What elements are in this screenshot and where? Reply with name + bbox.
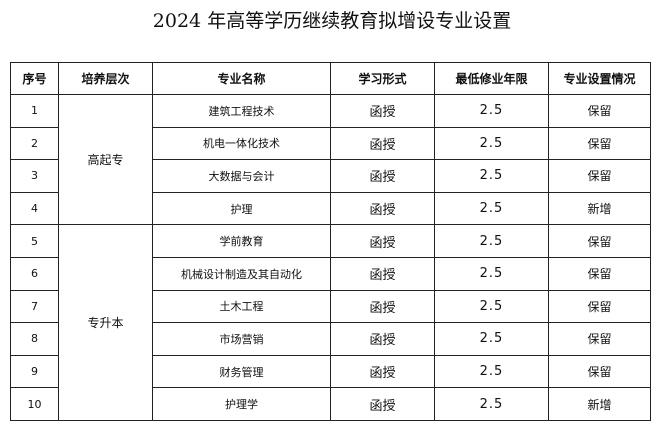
row-form: 函授 (330, 387, 435, 421)
row-no: 5 (10, 224, 59, 258)
row-major: 机电一体化技术 (152, 126, 331, 161)
row-years: 2.5 (434, 387, 549, 421)
table-row: 10 护理学 函授 2.5 新增 (10, 387, 651, 421)
row-years: 2.5 (434, 126, 549, 161)
level-cell: 高起专 (58, 93, 153, 226)
row-no: 6 (10, 256, 59, 291)
row-status: 新增 (548, 191, 651, 226)
row-no: 3 (10, 159, 59, 193)
row-status: 保留 (548, 126, 651, 161)
row-no: 4 (10, 191, 59, 226)
page-title: 2024 年高等学历继续教育拟增设专业设置 (152, 10, 512, 32)
row-years: 2.5 (434, 159, 549, 193)
major-table: 序号 培养层次 专业名称 学习形式 最低修业年限 专业设置情况 1 高起专 建筑… (10, 62, 651, 421)
table-row: 6 机械设计制造及其自动化 函授 2.5 保留 (10, 256, 651, 291)
row-no: 1 (10, 94, 59, 128)
table-row: 4 护理 函授 2.5 新增 (10, 191, 651, 226)
row-status: 保留 (548, 94, 651, 128)
row-years: 2.5 (434, 224, 549, 258)
row-form: 函授 (330, 289, 435, 324)
row-form: 函授 (330, 322, 435, 356)
row-form: 函授 (330, 224, 435, 258)
row-status: 保留 (548, 224, 651, 258)
table-row: 5 专升本 学前教育 函授 2.5 保留 (10, 224, 651, 421)
header-major: 专业名称 (152, 62, 331, 95)
row-form: 函授 (330, 94, 435, 128)
row-status: 保留 (548, 256, 651, 291)
row-status: 保留 (548, 289, 651, 324)
row-years: 2.5 (434, 289, 549, 324)
row-form: 函授 (330, 159, 435, 193)
header-no: 序号 (10, 62, 59, 95)
row-no: 10 (10, 387, 59, 421)
table-row: 1 高起专 建筑工程技术 函授 2.5 保留 (10, 93, 651, 226)
table-row: 3 大数据与会计 函授 2.5 保留 (10, 159, 651, 193)
row-form: 函授 (330, 256, 435, 291)
row-major: 护理学 (152, 387, 331, 421)
row-major: 市场营销 (152, 322, 331, 356)
row-no: 8 (10, 322, 59, 356)
row-years: 2.5 (434, 256, 549, 291)
row-status: 保留 (548, 354, 651, 389)
row-major: 财务管理 (152, 354, 331, 389)
row-major: 机械设计制造及其自动化 (152, 256, 331, 291)
row-form: 函授 (330, 191, 435, 226)
row-years: 2.5 (434, 191, 549, 226)
row-status: 新增 (548, 387, 651, 421)
header-level: 培养层次 (58, 62, 153, 95)
row-no: 7 (10, 289, 59, 324)
row-major: 学前教育 (152, 224, 331, 258)
row-major: 护理 (152, 191, 331, 226)
level-cell: 专升本 (58, 224, 153, 421)
row-status: 保留 (548, 159, 651, 193)
table-row: 7 土木工程 函授 2.5 保留 (10, 289, 651, 324)
row-no: 9 (10, 354, 59, 389)
header-years: 最低修业年限 (434, 62, 549, 95)
row-form: 函授 (330, 126, 435, 161)
row-major: 大数据与会计 (152, 159, 331, 193)
row-major: 建筑工程技术 (152, 94, 331, 128)
row-years: 2.5 (434, 354, 549, 389)
table-row: 8 市场营销 函授 2.5 保留 (10, 322, 651, 356)
row-status: 保留 (548, 322, 651, 356)
row-form: 函授 (330, 354, 435, 389)
row-years: 2.5 (434, 94, 549, 128)
header-status: 专业设置情况 (548, 62, 651, 95)
row-no: 2 (10, 126, 59, 161)
header-form: 学习形式 (330, 62, 435, 95)
row-years: 2.5 (434, 322, 549, 356)
header-row: 序号 培养层次 专业名称 学习形式 最低修业年限 专业设置情况 (10, 62, 651, 95)
table-row: 2 机电一体化技术 函授 2.5 保留 (10, 126, 651, 161)
row-major: 土木工程 (152, 289, 331, 324)
